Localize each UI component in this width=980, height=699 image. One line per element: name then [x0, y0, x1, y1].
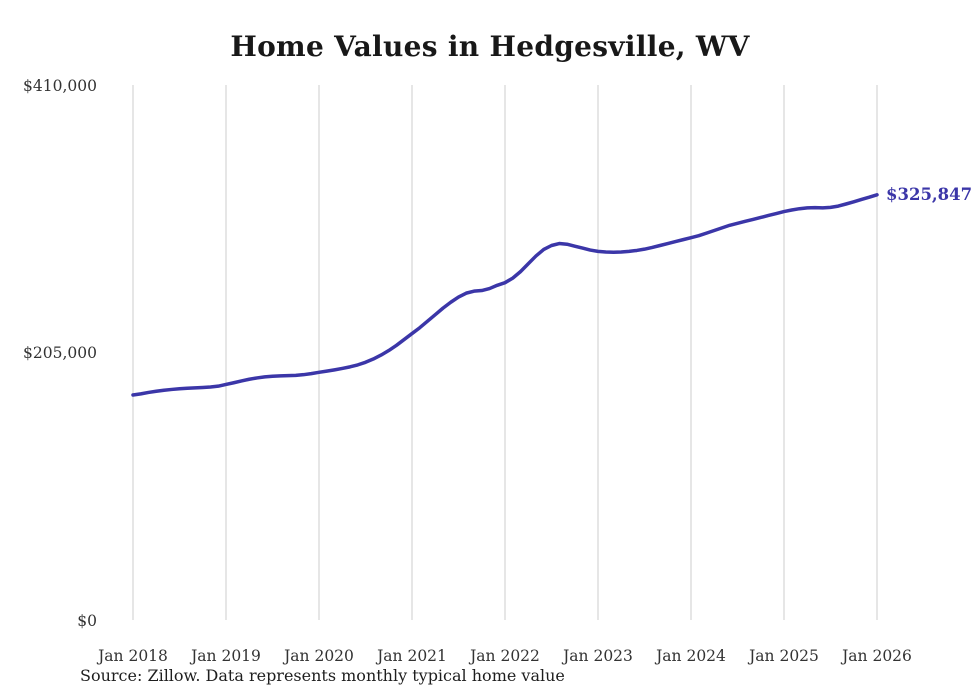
- y-tick-label: $205,000: [23, 344, 97, 362]
- x-tick-label: Jan 2020: [282, 647, 354, 665]
- gridlines-group: [132, 85, 878, 620]
- chart-title: Home Values in Hedgesville, WV: [230, 30, 750, 63]
- end-value-label: $325,847: [886, 185, 972, 204]
- x-tick-label: Jan 2024: [654, 647, 726, 665]
- x-tick-label: Jan 2026: [840, 647, 912, 665]
- home-value-line: [131, 193, 879, 397]
- y-tick-label: $410,000: [23, 77, 97, 95]
- source-note: Source: Zillow. Data represents monthly …: [80, 666, 565, 685]
- x-tick-label: Jan 2018: [96, 647, 168, 665]
- x-tick-label: Jan 2022: [468, 647, 540, 665]
- x-tick-label: Jan 2019: [189, 647, 261, 665]
- x-tick-label: Jan 2021: [375, 647, 447, 665]
- x-tick-label: Jan 2023: [561, 647, 633, 665]
- y-axis-labels: $410,000 $205,000 $0: [23, 77, 97, 630]
- x-axis-labels: Jan 2018 Jan 2019 Jan 2020 Jan 2021 Jan 2022…: [96, 647, 912, 665]
- y-tick-label: $0: [77, 612, 97, 630]
- x-tick-label: Jan 2025: [747, 647, 819, 665]
